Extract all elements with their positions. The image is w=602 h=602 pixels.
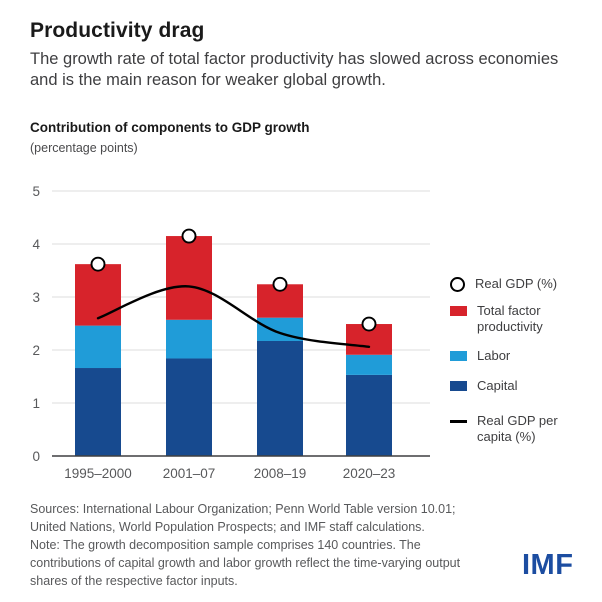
bar-segment-total-factor-productivity xyxy=(166,236,212,320)
bar-segment-capital xyxy=(166,358,212,456)
sources-text: Sources: International Labour Organizati… xyxy=(30,502,456,534)
legend-label: Total factor productivity xyxy=(477,303,543,334)
bar-segment-capital xyxy=(75,368,121,456)
y-axis-tick-label: 2 xyxy=(32,343,40,358)
y-axis-tick-label: 1 xyxy=(32,396,40,411)
page-subtitle: The growth rate of total factor producti… xyxy=(30,50,559,89)
imf-logo: IMF xyxy=(522,549,574,581)
bar-segment-total-factor-productivity xyxy=(75,264,121,326)
bar-segment-capital xyxy=(346,374,392,456)
bar-segment-labor xyxy=(346,354,392,375)
y-axis-tick-label: 0 xyxy=(32,449,40,464)
bar-segment-labor xyxy=(166,319,212,359)
real-gdp-marker xyxy=(272,276,288,292)
open-circle-icon xyxy=(450,277,465,292)
chart-unit-label: (percentage points) xyxy=(30,141,138,155)
real-gdp-per-capita-line xyxy=(96,285,371,349)
x-axis-category-label: 2020–23 xyxy=(343,466,396,481)
color-swatch-icon xyxy=(450,381,467,391)
x-axis-category-label: 2008–19 xyxy=(254,466,307,481)
real-gdp-marker xyxy=(361,316,377,332)
color-swatch-icon xyxy=(450,351,467,361)
note-text: Note: The growth decomposition sample co… xyxy=(30,538,461,588)
color-swatch-icon xyxy=(450,306,467,316)
legend-label: Labor xyxy=(477,348,511,363)
legend-label: Real GDP (%) xyxy=(475,276,558,291)
page-title: Productivity drag xyxy=(30,19,205,42)
line-swatch-icon xyxy=(450,420,467,423)
x-axis-category-label: 2001–07 xyxy=(163,466,216,481)
gdp-growth-chart: 0 1 2 3 4 5 1995–2000 2001–07 2008–19 2020–23 xyxy=(32,184,430,481)
legend-item-real-gdp-: Real GDP (%) xyxy=(450,276,575,292)
real-gdp-marker xyxy=(90,256,106,272)
legend-label: Real GDP per capita (%) xyxy=(477,413,558,444)
legend-item-real-gdp-per-capita-: Real GDP per capita (%) xyxy=(450,413,577,445)
legend-label: Capital xyxy=(477,378,518,393)
bar-segment-labor xyxy=(75,325,121,369)
chart-heading: Contribution of components to GDP growth xyxy=(30,120,310,135)
y-axis-tick-label: 5 xyxy=(32,184,40,199)
x-axis-category-label: 1995–2000 xyxy=(64,466,132,481)
y-axis-tick-label: 3 xyxy=(32,290,40,305)
bar-segment-capital xyxy=(257,340,303,456)
real-gdp-marker xyxy=(181,228,197,244)
legend-item-labor: Labor xyxy=(450,348,577,364)
y-axis-tick-label: 4 xyxy=(32,237,40,252)
chart-footnotes: Sources: International Labour Organizati… xyxy=(30,500,472,590)
legend-item-capital: Capital xyxy=(450,378,577,394)
legend-item-total-factor-productivity: Total factor productivity xyxy=(450,303,577,335)
